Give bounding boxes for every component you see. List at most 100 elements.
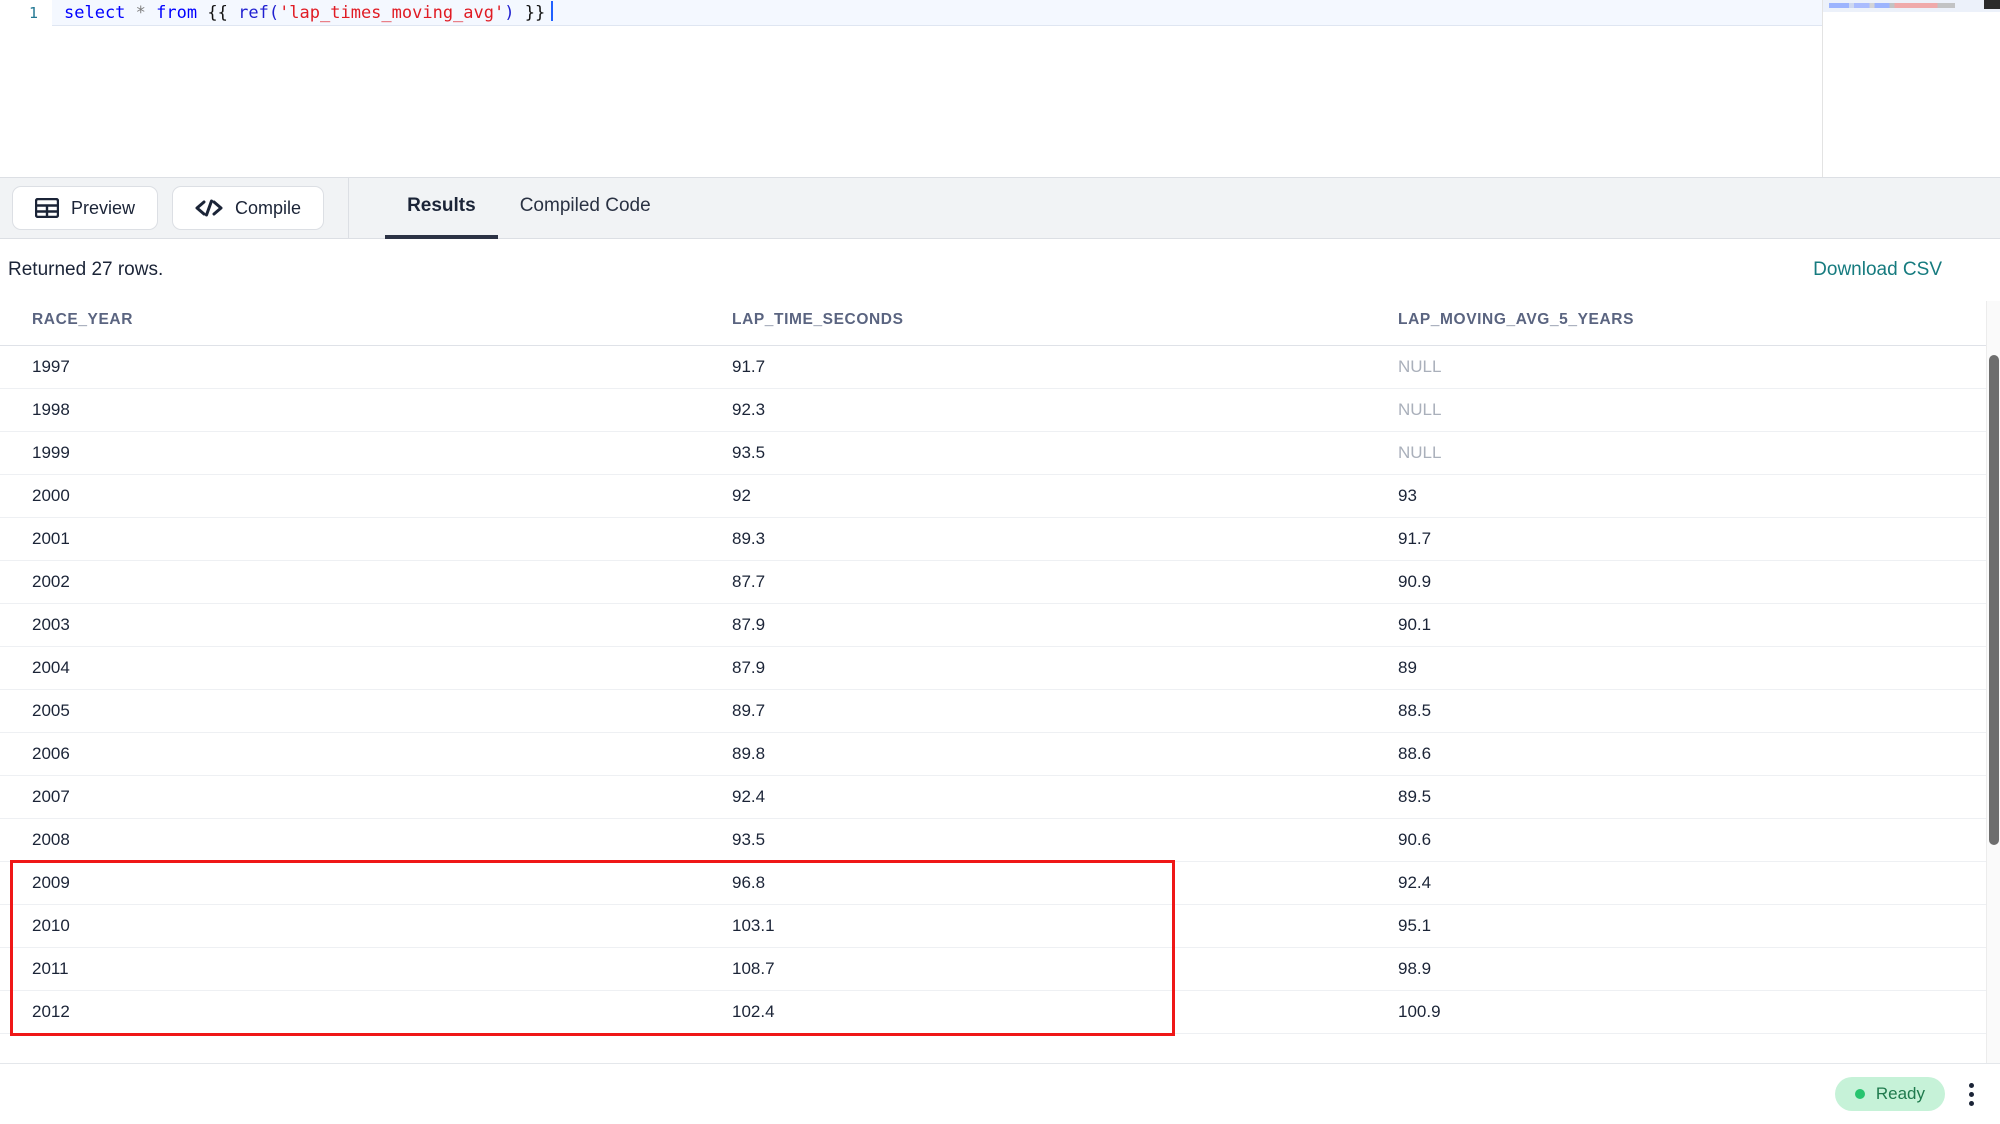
table-cell-lap-moving-avg: 91.7 [1366,517,2000,561]
table-row[interactable]: 2000 92 93 [0,474,2000,518]
code-text[interactable]: select * from {{ ref('lap_times_moving_a… [52,0,2000,26]
column-header-lap-time-seconds[interactable]: LAP_TIME_SECONDS [700,301,1366,346]
table-cell-race-year: 2003 [0,603,700,647]
sql-keyword-from: from [156,3,198,23]
table-cell-race-year: 2001 [0,517,700,561]
table-row[interactable]: 2008 93.5 90.6 [0,818,2000,862]
minimap-code-line [1829,3,1955,8]
table-cell-lap-time-seconds: 89.3 [700,517,1366,561]
table-cell-lap-moving-avg: NULL [1366,388,2000,432]
returned-rows-text: Returned 27 rows. [8,259,164,280]
table-cell-race-year: 1999 [0,431,700,475]
table-cell-lap-time-seconds: 89.7 [700,689,1366,733]
toolbar-divider [348,177,350,239]
table-cell-lap-moving-avg: 90.9 [1366,560,2000,604]
table-cell-lap-moving-avg: NULL [1366,345,2000,389]
status-dot-icon [1854,1089,1865,1099]
table-cell-lap-time-seconds: 96.8 [700,861,1366,905]
table-row[interactable]: 2005 89.7 88.5 [0,689,2000,733]
table-cell-lap-time-seconds: 108.7 [700,947,1366,991]
tab-results[interactable]: Results [385,177,498,239]
table-cell-race-year: 2012 [0,990,700,1034]
status-badge-label: Ready [1875,1084,1925,1103]
sql-keyword-select: select [64,3,126,23]
table-cell-race-year: 2002 [0,560,700,604]
more-options-icon[interactable] [1965,1077,1978,1112]
table-cell-lap-moving-avg: 92.4 [1366,861,2000,905]
tab-compiled-code-label: Compiled Code [519,195,651,216]
table-cell-race-year: 2011 [0,947,700,991]
results-table-container: RACE_YEAR LAP_TIME_SECONDS LAP_MOVING_AV… [0,301,2000,1063]
table-cell-lap-moving-avg: 88.6 [1366,732,2000,776]
table-row[interactable]: 2002 87.7 90.9 [0,560,2000,604]
tab-compiled-code[interactable]: Compiled Code [498,177,673,239]
table-cell-lap-time-seconds: 87.9 [700,646,1366,690]
compile-button-label: Compile [235,197,302,218]
compile-button[interactable]: Compile [172,186,325,230]
table-cell-lap-moving-avg: 90.6 [1366,818,2000,862]
table-row[interactable]: 1999 93.5 NULL [0,431,2000,475]
active-line-underline [52,25,1822,26]
results-table-head: RACE_YEAR LAP_TIME_SECONDS LAP_MOVING_AV… [0,301,2000,346]
table-cell-lap-moving-avg: 88.5 [1366,689,2000,733]
table-header-row: RACE_YEAR LAP_TIME_SECONDS LAP_MOVING_AV… [0,301,2000,346]
table-row[interactable]: 2007 92.4 89.5 [0,775,2000,819]
sql-editor-pane[interactable]: 1 select * from {{ ref('lap_times_moving… [0,0,2000,177]
table-row[interactable]: 2006 89.8 88.6 [0,732,2000,776]
status-badge: Ready [1834,1077,1945,1111]
table-row[interactable]: 1997 91.7 NULL [0,345,2000,389]
table-cell-lap-moving-avg: 90.1 [1366,603,2000,647]
table-cell-lap-time-seconds: 102.4 [700,990,1366,1034]
table-cell-lap-time-seconds: 103.1 [700,904,1366,948]
table-cell-lap-time-seconds: 91.7 [700,345,1366,389]
table-row[interactable]: 2001 89.3 91.7 [0,517,2000,561]
table-cell-race-year: 1998 [0,388,700,432]
table-row[interactable]: 2010 103.1 95.1 [0,904,2000,948]
table-cell-race-year: 2006 [0,732,700,776]
table-row[interactable]: 2009 96.8 92.4 [0,861,2000,905]
table-cell-race-year: 2009 [0,861,700,905]
table-row[interactable]: 1998 92.3 NULL [0,388,2000,432]
jinja-close-braces: }} [524,3,546,23]
table-cell-lap-moving-avg: NULL [1366,431,2000,475]
column-header-lap-moving-avg[interactable]: LAP_MOVING_AVG_5_YEARS [1366,301,2000,346]
jinja-ref-function: ref( [238,3,280,23]
results-vertical-scrollbar[interactable] [1986,301,2000,1063]
table-cell-lap-moving-avg: 89.5 [1366,775,2000,819]
minimap-scrollbar-thumb[interactable] [1984,0,2000,9]
table-cell-race-year: 2004 [0,646,700,690]
kebab-dot-1 [1969,1082,1974,1088]
jinja-model-name: 'lap_times_moving_avg' [279,3,505,23]
table-row[interactable]: 2003 87.9 90.1 [0,603,2000,647]
kebab-dot-2 [1969,1091,1974,1097]
download-csv-link[interactable]: Download CSV [1813,259,1942,280]
table-cell-lap-time-seconds: 87.9 [700,603,1366,647]
preview-button[interactable]: Preview [12,186,159,230]
table-cell-lap-moving-avg: 89 [1366,646,2000,690]
table-cell-lap-time-seconds: 92.3 [700,388,1366,432]
table-cell-race-year: 2005 [0,689,700,733]
preview-button-label: Preview [71,197,136,218]
table-row[interactable]: 2011 108.7 98.9 [0,947,2000,991]
results-table: RACE_YEAR LAP_TIME_SECONDS LAP_MOVING_AV… [0,301,2000,1034]
status-bar: Ready [0,1063,2000,1124]
table-cell-race-year: 2007 [0,775,700,819]
table-cell-lap-moving-avg: 98.9 [1366,947,2000,991]
jinja-close-paren: ) [504,3,515,23]
table-row[interactable]: 2012 102.4 100.9 [0,990,2000,1034]
table-cell-race-year: 2010 [0,904,700,948]
line-number: 1 [28,4,38,22]
column-header-race-year[interactable]: RACE_YEAR [0,301,700,346]
table-cell-lap-moving-avg: 93 [1366,474,2000,518]
table-cell-race-year: 2000 [0,474,700,518]
editor-line: 1 select * from {{ ref('lap_times_moving… [0,0,2000,26]
table-cell-lap-time-seconds: 92.4 [700,775,1366,819]
table-cell-race-year: 1997 [0,345,700,389]
table-cell-lap-time-seconds: 93.5 [700,431,1366,475]
scrollbar-thumb[interactable] [1989,355,1999,845]
table-row[interactable]: 2004 87.9 89 [0,646,2000,690]
table-cell-lap-time-seconds: 89.8 [700,732,1366,776]
editor-minimap[interactable] [1822,0,2000,177]
table-grid-icon [35,198,59,218]
sql-operator-star: * [135,3,146,23]
